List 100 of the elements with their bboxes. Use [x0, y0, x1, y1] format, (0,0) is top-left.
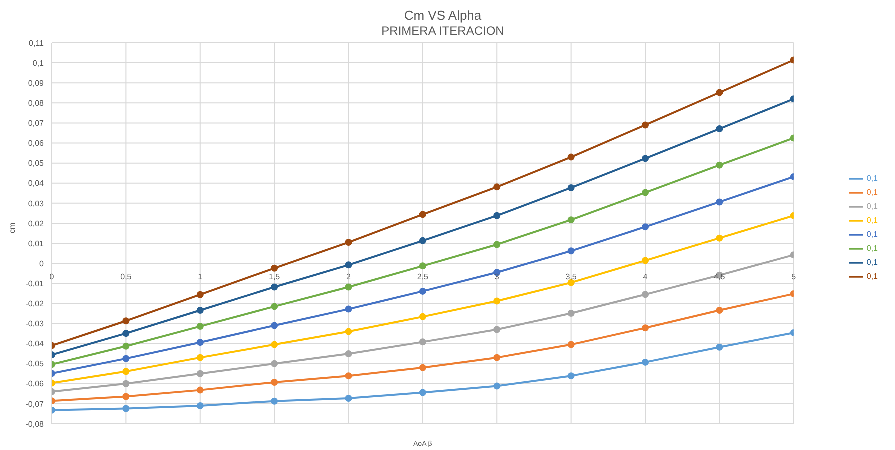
point [716, 162, 724, 169]
y-tick-label: 0,02 [28, 219, 45, 228]
point [345, 350, 352, 358]
point [494, 212, 501, 220]
point [716, 234, 724, 242]
legend-label: 0,1 [866, 272, 878, 282]
y-tick-label: -0,04 [26, 340, 45, 349]
point [494, 326, 501, 334]
y-tick-label: 0,1 [32, 58, 45, 68]
point [122, 393, 130, 400]
y-tick-label: -0,02 [26, 300, 45, 309]
y-tick-label: 0,07 [28, 119, 45, 128]
point [122, 405, 130, 412]
point [122, 318, 130, 325]
point [642, 257, 649, 264]
x-tick-label: 2,5 [417, 272, 430, 282]
point [494, 382, 501, 390]
point [716, 126, 724, 133]
x-tick-label: 0,5 [120, 272, 132, 282]
y-tick-label: 0,05 [28, 159, 45, 168]
point [419, 364, 426, 372]
y-tick-label: 0 [40, 259, 45, 268]
x-tick-label: 2 [346, 272, 352, 282]
point [122, 355, 130, 362]
y-tick-label: -0,08 [26, 420, 45, 429]
point [642, 122, 649, 129]
x-tick-label: 1 [198, 272, 204, 282]
chart-title: Cm VS Alpha [403, 8, 483, 23]
point [122, 330, 130, 338]
y-tick-label: -0,01 [26, 279, 45, 288]
y-axis-title: cm [8, 222, 17, 234]
y-tick-label: 0,09 [28, 78, 45, 88]
legend-label: 0,1 [866, 216, 878, 226]
legend-label: 0,1 [866, 258, 878, 268]
chart-subtitle: PRIMERA ITERACION [380, 24, 506, 38]
point [494, 354, 501, 362]
point [271, 398, 278, 405]
y-tick-label: 0,04 [28, 179, 45, 188]
y-tick-label: 0,03 [28, 199, 45, 208]
point [419, 237, 426, 244]
point [345, 239, 352, 246]
point [122, 368, 130, 376]
legend-label: 0,1 [866, 244, 878, 254]
x-tick-label: 4 [643, 272, 648, 282]
legend-label: 0,1 [866, 230, 878, 240]
point [196, 402, 204, 410]
point [271, 284, 278, 291]
point [271, 264, 278, 272]
point [345, 284, 352, 291]
point [642, 291, 649, 298]
point [642, 155, 649, 162]
x-tick-label: 1,5 [269, 272, 281, 282]
point [716, 344, 724, 351]
point [568, 216, 575, 224]
y-tick-label: 0,11 [29, 38, 45, 48]
point [642, 324, 649, 332]
y-tick-label: 0,08 [28, 99, 45, 108]
point [196, 354, 204, 362]
point [419, 389, 426, 396]
point [345, 372, 352, 380]
point [568, 248, 575, 255]
y-tick-label: -0,05 [26, 360, 45, 369]
y-tick-label: 0,06 [28, 139, 45, 148]
point [345, 395, 352, 402]
point [419, 313, 426, 320]
point [271, 378, 278, 386]
point [122, 342, 130, 350]
x-tick-label: 3,5 [566, 272, 578, 282]
point [271, 303, 278, 310]
point [196, 291, 204, 298]
x-tick-label: 0 [50, 272, 55, 282]
legend-label: 0,1 [866, 188, 878, 198]
point [419, 288, 426, 295]
point [196, 339, 204, 346]
point [271, 360, 278, 368]
point [494, 184, 501, 191]
point [494, 298, 501, 305]
point [716, 307, 724, 314]
y-tick-label: -0,07 [26, 400, 45, 409]
point [716, 198, 724, 206]
legend-label: 0,1 [866, 174, 878, 184]
point [419, 262, 426, 270]
legend-label: 0,1 [866, 202, 878, 212]
point [419, 211, 426, 218]
point [196, 307, 204, 314]
y-tick-label: -0,06 [26, 380, 45, 389]
point [494, 241, 501, 248]
point [568, 154, 575, 161]
point [196, 386, 204, 394]
point [345, 328, 352, 336]
point [642, 358, 649, 366]
y-tick-label: 0,01 [28, 239, 45, 248]
x-tick-label: 5 [792, 272, 797, 282]
point [345, 306, 352, 313]
point [568, 184, 575, 192]
point [345, 262, 352, 269]
point [122, 380, 130, 388]
point [568, 372, 575, 380]
y-tick-label: -0,03 [26, 320, 45, 329]
point [716, 89, 724, 96]
